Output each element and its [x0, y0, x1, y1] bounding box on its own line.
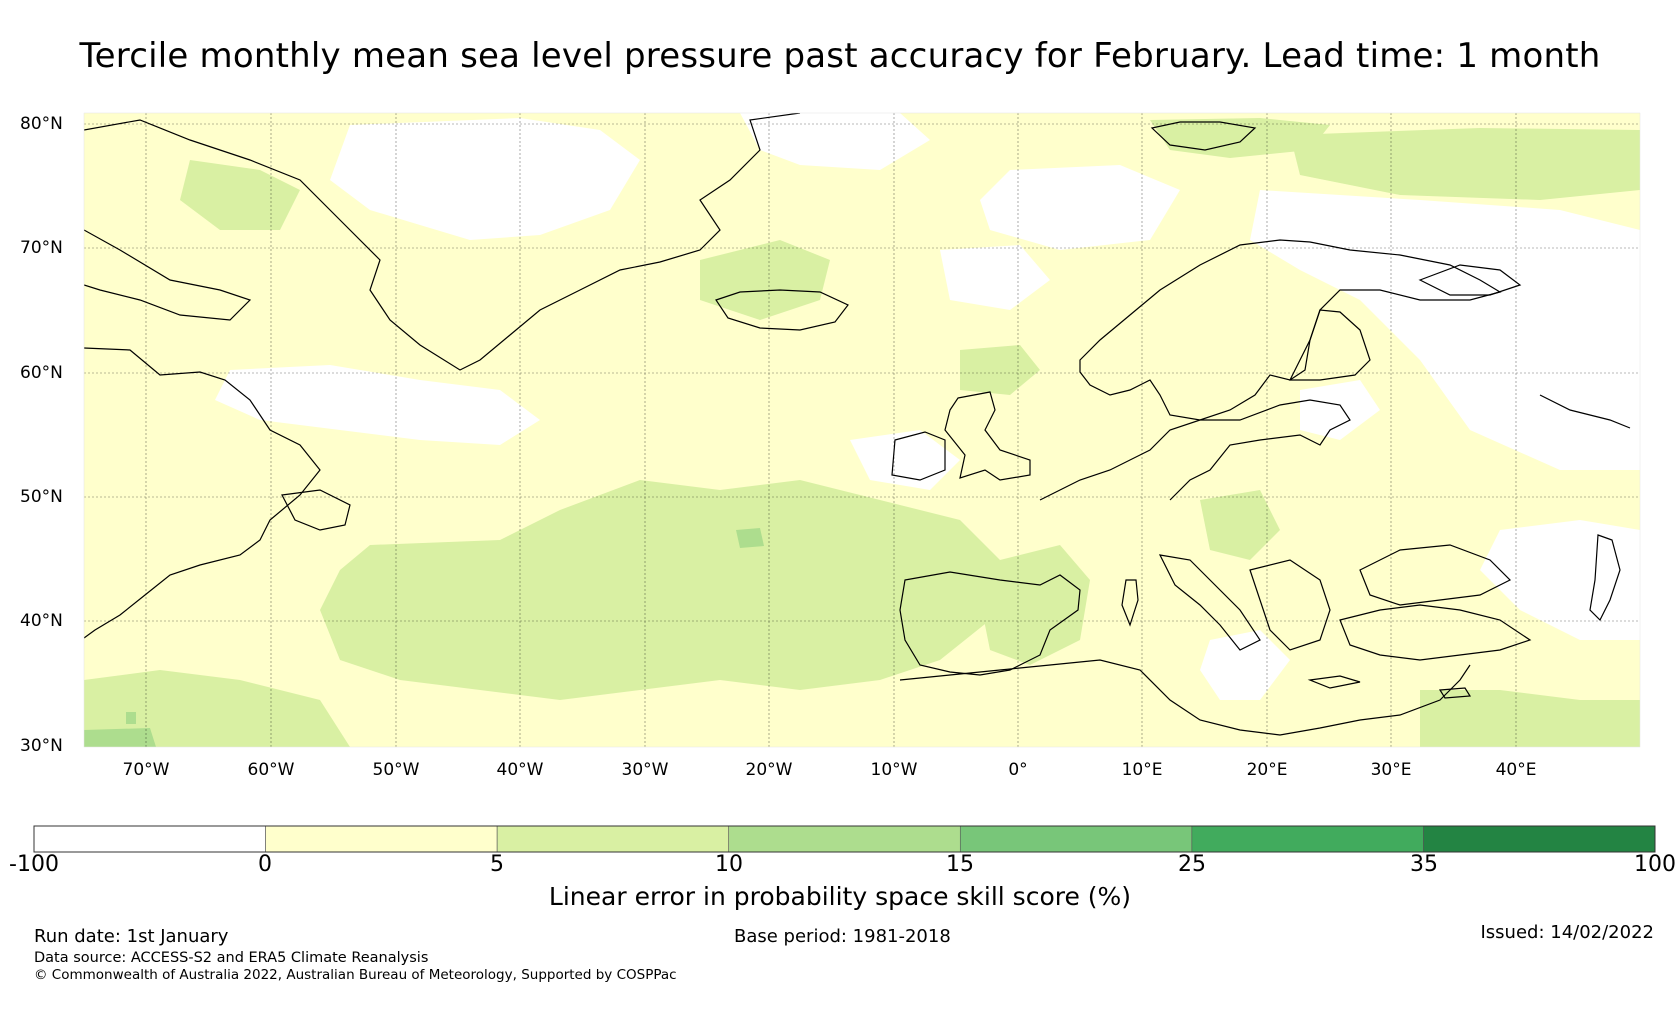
- coastline-newfoundland: [281, 489, 351, 531]
- lon-label-20w: 20°W: [745, 760, 793, 780]
- negative-skill-region-mid-atlantic: [940, 245, 1050, 310]
- lat-label-70n: 70°N: [20, 238, 63, 258]
- skill-5-10-region-southwest: [84, 670, 350, 747]
- negative-skill-region-arctic-west: [330, 118, 640, 240]
- negative-skill-region-baltic: [1300, 380, 1380, 440]
- colorbar-segment: [265, 825, 498, 853]
- run-date: Run date: 1st January: [34, 926, 229, 947]
- data-source: Data source: ACCESS-S2 and ERA5 Climate …: [34, 950, 429, 966]
- coastline-crete: [1307, 675, 1361, 689]
- lon-label-20e: 20°E: [1246, 760, 1288, 780]
- colorbar-tick-label: 35: [1410, 852, 1438, 877]
- colorbar-tick-label: 10: [715, 852, 743, 877]
- coastline-greenland: [84, 113, 801, 371]
- coastlines: [84, 113, 1631, 736]
- colorbar-segment: [496, 825, 730, 853]
- coastline-finland: [1289, 309, 1371, 381]
- gridlines: [84, 113, 1640, 747]
- skill-5-10-region-greenland-west: [180, 160, 300, 230]
- skill-5-10-region-iberia: [980, 545, 1090, 665]
- colorbar-label: Linear error in probability space skill …: [548, 882, 1132, 911]
- coastline-russia-east: [1539, 394, 1631, 429]
- coastline-scandinavia: [1079, 239, 1502, 421]
- skill-10-15-region-azores: [736, 528, 764, 548]
- skill-5-10-region-irish-sea: [960, 345, 1040, 395]
- skill-5-10-region-central-europe: [1200, 490, 1280, 560]
- lon-label-30e: 30°E: [1370, 760, 1412, 780]
- skill-10-15-region-cape-verde: [126, 712, 136, 724]
- lon-label-0: 0°: [1008, 760, 1028, 780]
- coastline-novaya-zemlya: [1418, 264, 1522, 296]
- copyright: © Commonwealth of Australia 2022, Austra…: [34, 967, 677, 983]
- lon-label-10w: 10°W: [870, 760, 918, 780]
- skill-5-10-region-east-med: [1420, 690, 1640, 747]
- lat-label-40n: 40°N: [20, 611, 63, 631]
- negative-skill-region-black-sea: [1480, 520, 1640, 640]
- coastline-caspian: [1589, 534, 1621, 622]
- coastline-svalbard: [1150, 121, 1257, 151]
- coastline-turkey: [1339, 604, 1532, 661]
- colorbar-tick-label: 100: [1634, 852, 1676, 877]
- lon-label-40w: 40°W: [496, 760, 544, 780]
- coastline-iberia: [899, 571, 1081, 676]
- coastline-italy: [1158, 554, 1261, 651]
- lat-label-80n: 80°N: [20, 114, 63, 134]
- map-title: Tercile monthly mean sea level pressure …: [79, 36, 1601, 76]
- coastline-black-sea: [1359, 544, 1512, 606]
- colorbar-tick-label: 15: [946, 852, 974, 877]
- coastline-uk: [944, 391, 1031, 481]
- colorbar: [33, 825, 1656, 853]
- lat-label-30n: 30°N: [20, 736, 63, 756]
- colorbar-segment: [1191, 825, 1424, 853]
- skill-10-15-region-southwest-corner: [84, 728, 156, 747]
- colorbar-segment: [33, 825, 266, 853]
- coastline-north-africa: [899, 659, 1471, 736]
- negative-skill-region-labrador: [215, 365, 540, 445]
- coastline-corsica-sardinia: [1121, 579, 1139, 627]
- coastline-cyprus: [1438, 687, 1472, 699]
- lon-label-50w: 50°W: [372, 760, 420, 780]
- negative-skill-region-greenland-east: [740, 113, 930, 170]
- colorbar-segment: [959, 825, 1193, 853]
- skill-field: [84, 113, 1640, 747]
- coastline-labrador: [84, 347, 321, 639]
- issued-date: Issued: 14/02/2022: [1480, 922, 1654, 943]
- colorbar-segment: [1423, 825, 1656, 853]
- lat-label-60n: 60°N: [20, 363, 63, 383]
- coastline-iceland: [715, 289, 849, 331]
- base-period: Base period: 1981-2018: [734, 926, 951, 947]
- colorbar-frame: [33, 825, 1656, 853]
- skill-5-10-region-norwegian: [1290, 128, 1640, 200]
- coastline-europe: [1039, 399, 1351, 501]
- colorbar-tick-label: 25: [1178, 852, 1206, 877]
- colorbar-tick-label: 5: [490, 852, 504, 877]
- coastline-baffin: [84, 229, 252, 321]
- lon-label-30w: 30°W: [621, 760, 669, 780]
- colorbar-tick-label: -100: [9, 852, 59, 877]
- lon-label-40e: 40°E: [1495, 760, 1537, 780]
- negative-skill-region-north-sea: [980, 165, 1180, 250]
- map-frame: [83, 112, 1641, 748]
- negative-skill-region-aegean: [1200, 630, 1290, 700]
- lon-label-70w: 70°W: [122, 760, 170, 780]
- colorbar-tick-label: 0: [258, 852, 272, 877]
- lon-label-10e: 10°E: [1121, 760, 1163, 780]
- skill-5-10-region-central-atlantic: [320, 480, 1000, 700]
- lat-label-50n: 50°N: [20, 487, 63, 507]
- negative-skill-region-barents: [1250, 190, 1640, 470]
- skill-5-10-region-denmark-strait: [700, 240, 830, 320]
- coastline-balkans: [1249, 559, 1331, 651]
- lon-label-60w: 60°W: [247, 760, 295, 780]
- colorbar-segment: [728, 825, 961, 853]
- coastline-ireland: [891, 431, 946, 481]
